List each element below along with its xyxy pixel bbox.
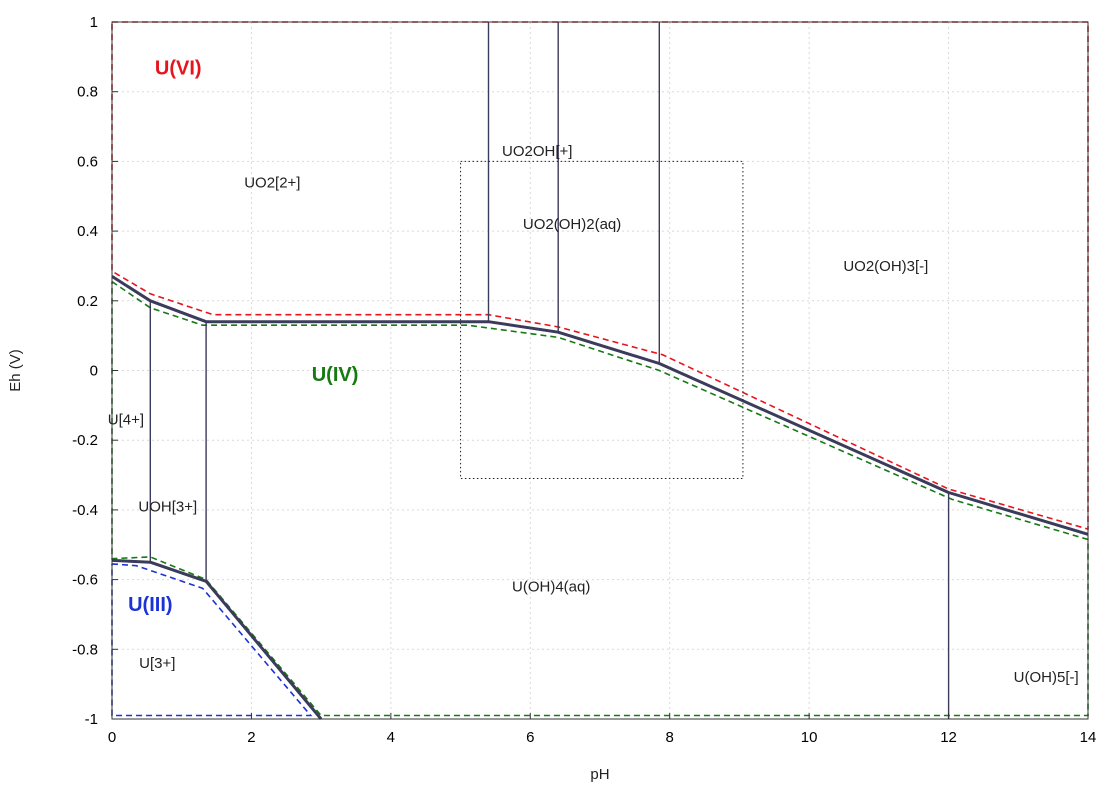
x-tick-label: 14 [1080, 729, 1097, 746]
y-tick-label: -0.6 [72, 572, 98, 589]
y-tick-label: -0.8 [72, 641, 98, 658]
x-tick-label: 10 [801, 729, 818, 746]
grid [111, 21, 1089, 720]
species-label: UO2(OH)2(aq) [523, 216, 621, 233]
zoom-box [460, 160, 744, 480]
species-label: U[3+] [139, 655, 175, 672]
species-label: UO2(OH)3[-] [843, 258, 928, 275]
oxidation-state-label: U(IV) [312, 364, 359, 386]
x-tick-label: 8 [666, 729, 674, 746]
oxidation-state-label: U(III) [128, 594, 172, 616]
y-tick-label: -1 [85, 711, 98, 728]
y-tick-label: -0.4 [72, 502, 98, 519]
x-tick-label: 0 [108, 729, 116, 746]
species-label: UOH[3+] [138, 498, 197, 515]
oxidation-state-regions [111, 21, 1089, 717]
species-label: U[4+] [108, 411, 144, 428]
u6-region [111, 21, 1089, 531]
species-label: U(OH)5[-] [1014, 669, 1079, 686]
x-tick-label: 4 [387, 729, 395, 746]
y-tick-label: 1 [90, 14, 98, 31]
x-tick-label: 2 [247, 729, 255, 746]
x-tick-label: 6 [526, 729, 534, 746]
boundary-u4-u3 [111, 558, 323, 720]
zoom-rectangle [460, 160, 744, 480]
y-tick-label: 0.6 [77, 153, 98, 170]
y-tick-label: 0 [90, 363, 98, 380]
boundary-u6-u4 [111, 275, 1089, 536]
y-axis-title: Eh (V) [7, 349, 24, 392]
y-tick-label: 0.8 [77, 84, 98, 101]
x-tick-label: 12 [940, 729, 957, 746]
species-boundaries [111, 22, 1089, 720]
axis-ticks: 0 2 4 6 8 10 12 14 -1 -0.8 -0.6 -0.4 -0.2 0 0.2 0.4 0.6 0… [72, 14, 1096, 746]
species-labels: UO2[2+] UO2OH[+] UO2(OH)2(aq) UO2(OH)3[-] U[… [108, 143, 1079, 686]
species-label: U(OH)4(aq) [512, 579, 590, 596]
oxidation-state-label: U(VI) [155, 57, 202, 79]
y-tick-label: -0.2 [72, 432, 98, 449]
u4-region [111, 280, 1089, 717]
x-axis-title: pH [590, 766, 609, 783]
y-tick-label: 0.2 [77, 293, 98, 310]
species-label: UO2OH[+] [502, 143, 572, 160]
oxidation-state-labels: U(VI) U(IV) U(III) [128, 57, 358, 616]
species-label: UO2[2+] [244, 174, 300, 191]
y-tick-label: 0.4 [77, 223, 98, 240]
